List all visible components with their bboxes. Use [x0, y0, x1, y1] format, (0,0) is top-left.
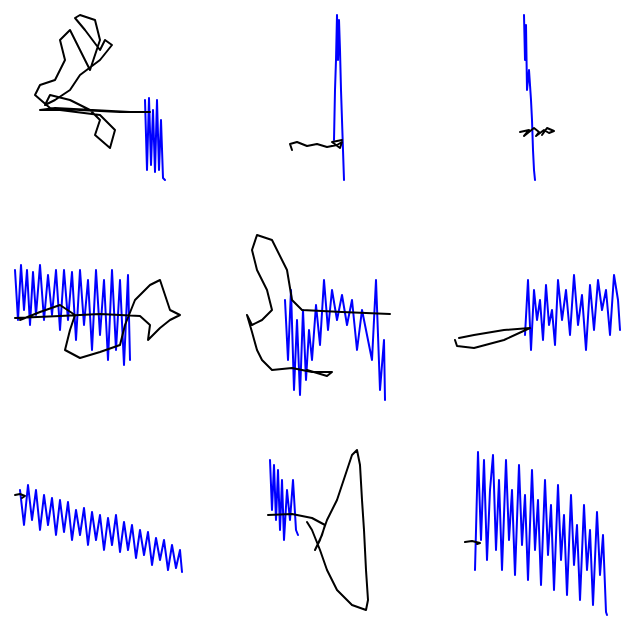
panel [15, 265, 180, 365]
plot-area [247, 235, 390, 400]
trace-line [20, 485, 182, 572]
trace-line [455, 328, 530, 348]
trace-line [525, 275, 620, 350]
trace-line [145, 98, 165, 180]
trace-line [334, 15, 344, 180]
trace-line [35, 15, 150, 148]
trace-line [268, 450, 368, 610]
trace-line [475, 452, 607, 615]
panel [455, 275, 620, 350]
panel [247, 235, 390, 400]
trace-line [465, 541, 480, 544]
panel [290, 15, 344, 180]
trace-line [520, 128, 554, 136]
trace-line [285, 280, 385, 400]
plot-area [268, 450, 368, 610]
trace-line [524, 15, 535, 180]
trace-line [290, 140, 342, 150]
panel [15, 485, 182, 572]
plot-area [15, 265, 180, 365]
trace-line [270, 460, 298, 540]
plot-area [520, 15, 554, 180]
plot-area [15, 485, 182, 572]
figure [0, 0, 636, 632]
panel [35, 15, 165, 180]
panel [520, 15, 554, 180]
trace-line [15, 494, 25, 498]
plot-area [465, 452, 607, 615]
plot-area [455, 275, 620, 350]
plot-area [290, 15, 344, 180]
trace-line [15, 280, 180, 358]
panel [268, 450, 368, 610]
panel [465, 452, 607, 615]
plot-area [35, 15, 165, 180]
trace-line [247, 235, 390, 376]
